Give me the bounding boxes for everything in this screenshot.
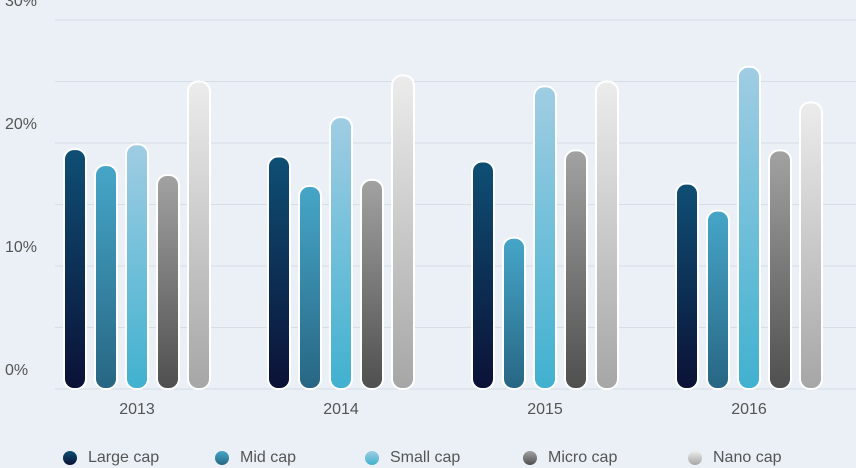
bar: [564, 149, 588, 390]
bar: [329, 116, 353, 390]
legend-marker: [215, 451, 229, 465]
legend-label: Micro cap: [548, 449, 617, 466]
x-tick-label: 2016: [731, 401, 767, 418]
bar: [63, 148, 87, 390]
legend-label: Mid cap: [240, 449, 296, 466]
y-tick-label: 30%: [5, 0, 37, 10]
bar: [706, 209, 730, 390]
legend-label: Large cap: [88, 449, 159, 466]
bar: [267, 155, 291, 390]
bar: [502, 236, 526, 390]
bar: [187, 80, 211, 390]
bar: [360, 178, 384, 390]
legend-marker: [688, 451, 702, 465]
x-tick-label: 2014: [323, 401, 359, 418]
y-tick-label: 20%: [5, 116, 37, 133]
x-tick-label: 2013: [119, 401, 155, 418]
legend-label: Nano cap: [713, 449, 782, 466]
bar: [391, 74, 415, 390]
y-tick-label: 0%: [5, 362, 28, 379]
bar: [94, 164, 118, 390]
legend-marker: [63, 451, 77, 465]
bar: [125, 143, 149, 390]
bar: [298, 185, 322, 390]
bar: [533, 85, 557, 390]
bar: [737, 65, 761, 391]
y-tick-label: 10%: [5, 239, 37, 256]
legend-marker: [523, 451, 537, 465]
bar: [156, 173, 180, 390]
bar: [595, 80, 619, 390]
bar: [675, 182, 699, 390]
bar: [471, 160, 495, 390]
bar: [768, 149, 792, 390]
legend-marker: [365, 451, 379, 465]
bar: [799, 101, 823, 390]
x-tick-label: 2015: [527, 401, 563, 418]
legend-label: Small cap: [390, 449, 460, 466]
